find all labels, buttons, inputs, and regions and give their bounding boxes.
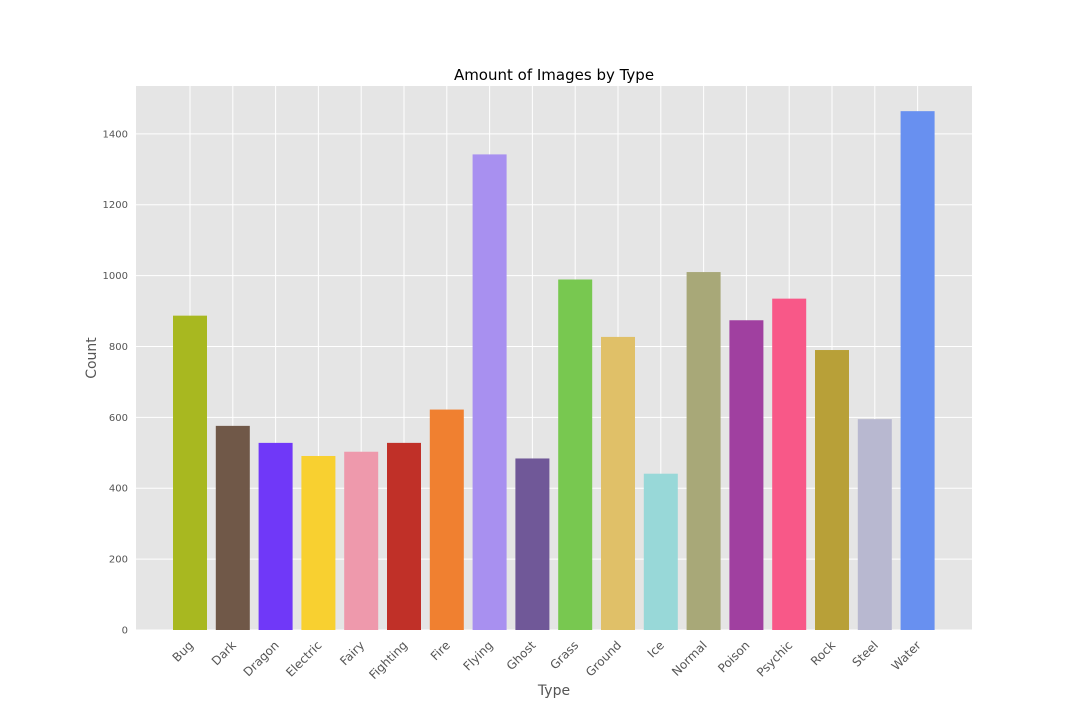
bar-grass (558, 279, 593, 630)
bar-fairy (344, 451, 379, 630)
x-tick-label: Normal (669, 638, 710, 679)
y-tick-label: 200 (109, 555, 128, 566)
x-tick-label: Steel (850, 638, 881, 669)
bar-ice (643, 473, 678, 630)
x-tick-label: Ice (645, 638, 667, 660)
bar-fighting (387, 442, 421, 630)
bar-dark (215, 425, 250, 630)
y-tick-label: 1200 (103, 200, 128, 211)
bar-water (900, 111, 935, 630)
x-tick-label: Electric (283, 638, 324, 679)
bar-ground (601, 336, 635, 630)
bar-dragon (258, 442, 293, 630)
bar-flying (472, 154, 507, 631)
y-tick-label: 600 (109, 413, 128, 424)
x-tick-label: Grass (547, 638, 581, 672)
bar-normal (686, 272, 721, 630)
bar-electric (301, 455, 336, 630)
x-tick-label: Fighting (366, 638, 410, 682)
bar-bug (173, 315, 207, 630)
y-axis-label: Count (84, 337, 100, 379)
bar-psychic (772, 298, 807, 630)
x-tick-labels: Bug Dark Dragon Electric Fairy Fighting Fire Fl… (170, 638, 924, 682)
bar-steel (857, 419, 892, 630)
y-tick-labels: 0 200 400 600 800 1000 1200 1400 (103, 129, 128, 636)
x-tick-label: Water (889, 638, 924, 673)
x-tick-label: Dragon (241, 638, 282, 679)
y-tick-label: 1000 (103, 271, 128, 282)
x-tick-label: Dark (209, 638, 239, 668)
y-tick-label: 400 (109, 484, 128, 495)
chart-title: Amount of Images by Type (454, 66, 654, 84)
x-tick-label: Psychic (754, 638, 795, 679)
x-tick-label: Ghost (504, 638, 539, 673)
x-tick-label: Ground (583, 638, 624, 679)
x-tick-label: Rock (808, 638, 838, 668)
x-tick-label: Fire (428, 638, 453, 663)
bar-poison (729, 320, 764, 630)
bar-rock (815, 350, 849, 630)
bar-ghost (515, 458, 550, 630)
bars (173, 111, 935, 631)
y-tick-label: 1400 (103, 129, 128, 140)
y-tick-label: 0 (122, 626, 128, 637)
x-tick-label: Bug (170, 638, 196, 664)
bar-fire (429, 409, 464, 630)
x-tick-label: Poison (715, 638, 752, 675)
x-tick-label: Flying (460, 638, 495, 673)
y-tick-label: 800 (109, 342, 128, 353)
x-tick-label: Fairy (337, 638, 367, 668)
x-axis-label: Type (537, 683, 570, 699)
